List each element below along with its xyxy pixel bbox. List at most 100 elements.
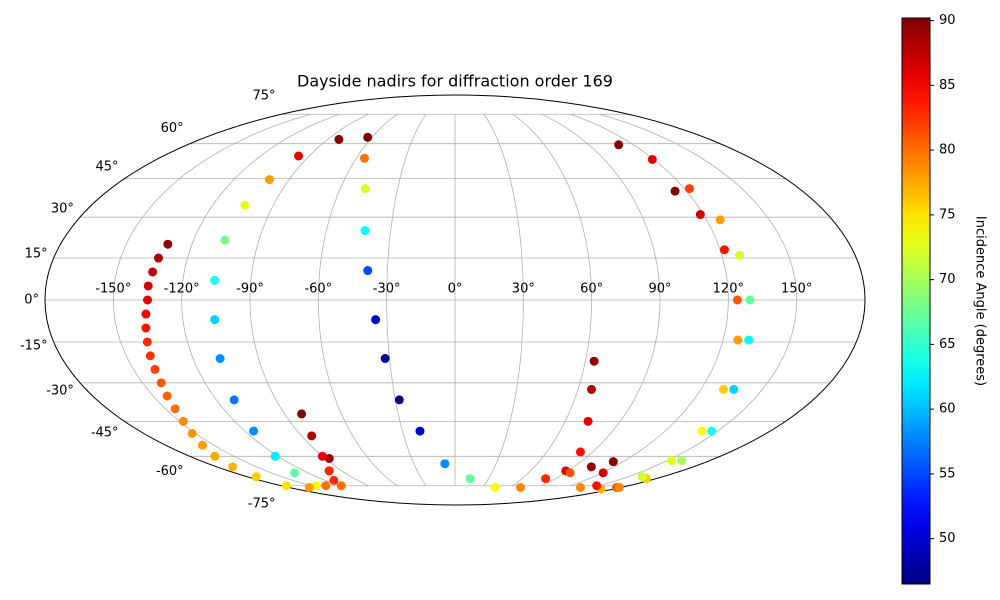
grid-line [386,114,427,486]
data-point [360,184,370,194]
grid-line [541,113,661,487]
data-point [156,378,166,388]
colorbar-tick-label: 65 [939,337,956,352]
data-point [148,267,158,277]
data-point [637,472,647,482]
x-tick-label: 0° [448,282,463,297]
data-point [371,315,381,325]
chart-title: Dayside nadirs for diffraction order 169 [297,72,613,91]
x-tick-label: 60° [580,282,603,297]
data-point [170,404,180,414]
data-point [684,184,694,194]
data-point [145,351,155,361]
data-point [614,482,624,492]
data-point [334,134,344,144]
grid-line [570,113,729,487]
colorbar-label: Incidence Angle (degrees) [973,216,988,386]
data-point [324,453,334,463]
data-point [249,426,259,436]
y-tick-label: 45° [96,159,119,174]
data-point [281,481,291,491]
data-point [363,266,373,276]
grid-line [249,113,369,487]
data-point [733,335,743,345]
data-point [321,481,331,491]
data-point [297,409,307,419]
data-point [583,416,593,426]
data-point [329,475,339,485]
graticule [45,113,865,487]
colorbar-tick-label: 80 [939,143,956,158]
data-point [589,356,599,366]
data-point [210,451,220,461]
grid-line [181,113,340,487]
data-point [541,474,551,484]
data-point [697,426,707,436]
data-point [251,472,261,482]
data-point [744,335,754,345]
colorbar-tick-label: 70 [939,272,956,287]
colorbar-tick-label: 90 [939,13,956,28]
data-point [707,426,717,436]
data-point [270,451,280,461]
y-tick-label: 60° [161,121,184,136]
colorbar-tick-label: 60 [939,402,956,417]
data-point [150,364,160,374]
data-point [363,132,373,142]
data-point [215,354,225,364]
data-point [729,384,739,394]
data-point [614,140,624,150]
colorbar-tick-label: 55 [939,466,956,481]
data-point [670,186,680,196]
data-point [141,323,151,333]
data-point [210,315,220,325]
colorbar-tick-label: 85 [939,78,956,93]
data-point [240,200,250,210]
data-point [592,481,602,491]
data-point [317,451,327,461]
colorbar [901,17,931,585]
data-point [197,440,207,450]
data-point [187,428,197,438]
y-tick-label: -15° [20,339,48,354]
data-point [228,462,238,472]
data-point [575,447,585,457]
y-tick-label: -30° [46,383,74,398]
data-point [294,151,304,161]
data-point [440,459,450,469]
x-tick-label: 120° [713,282,744,297]
data-point [565,468,575,478]
data-point [587,384,597,394]
x-tick-label: 150° [781,282,812,297]
x-tick-label: 30° [512,282,535,297]
data-point [695,210,705,220]
colorbar-tick-label: 75 [939,207,956,222]
y-tick-label: 75° [252,89,275,104]
data-point [143,295,152,305]
data-point [380,354,390,364]
grid-line [317,113,398,487]
y-tick-label: 15° [25,246,48,261]
data-point [336,481,346,491]
data-point [265,175,275,185]
data-point [153,253,163,263]
x-tick-label: -30° [373,282,401,297]
y-tick-label: 0° [24,293,39,308]
map-boundary [44,94,866,506]
data-point [143,281,153,291]
data-point [647,154,657,164]
y-tick-label: -75° [248,496,276,511]
data-point [735,250,745,260]
data-point [677,456,687,466]
data-point [142,337,152,347]
data-point [667,456,677,466]
x-tick-label: -60° [304,282,332,297]
data-point [311,481,321,491]
colorbar-tick-label: 50 [939,531,956,546]
data-point [608,457,618,467]
data-point [360,226,370,236]
data-point [304,482,314,492]
data-point [290,468,300,478]
data-point [465,474,475,484]
